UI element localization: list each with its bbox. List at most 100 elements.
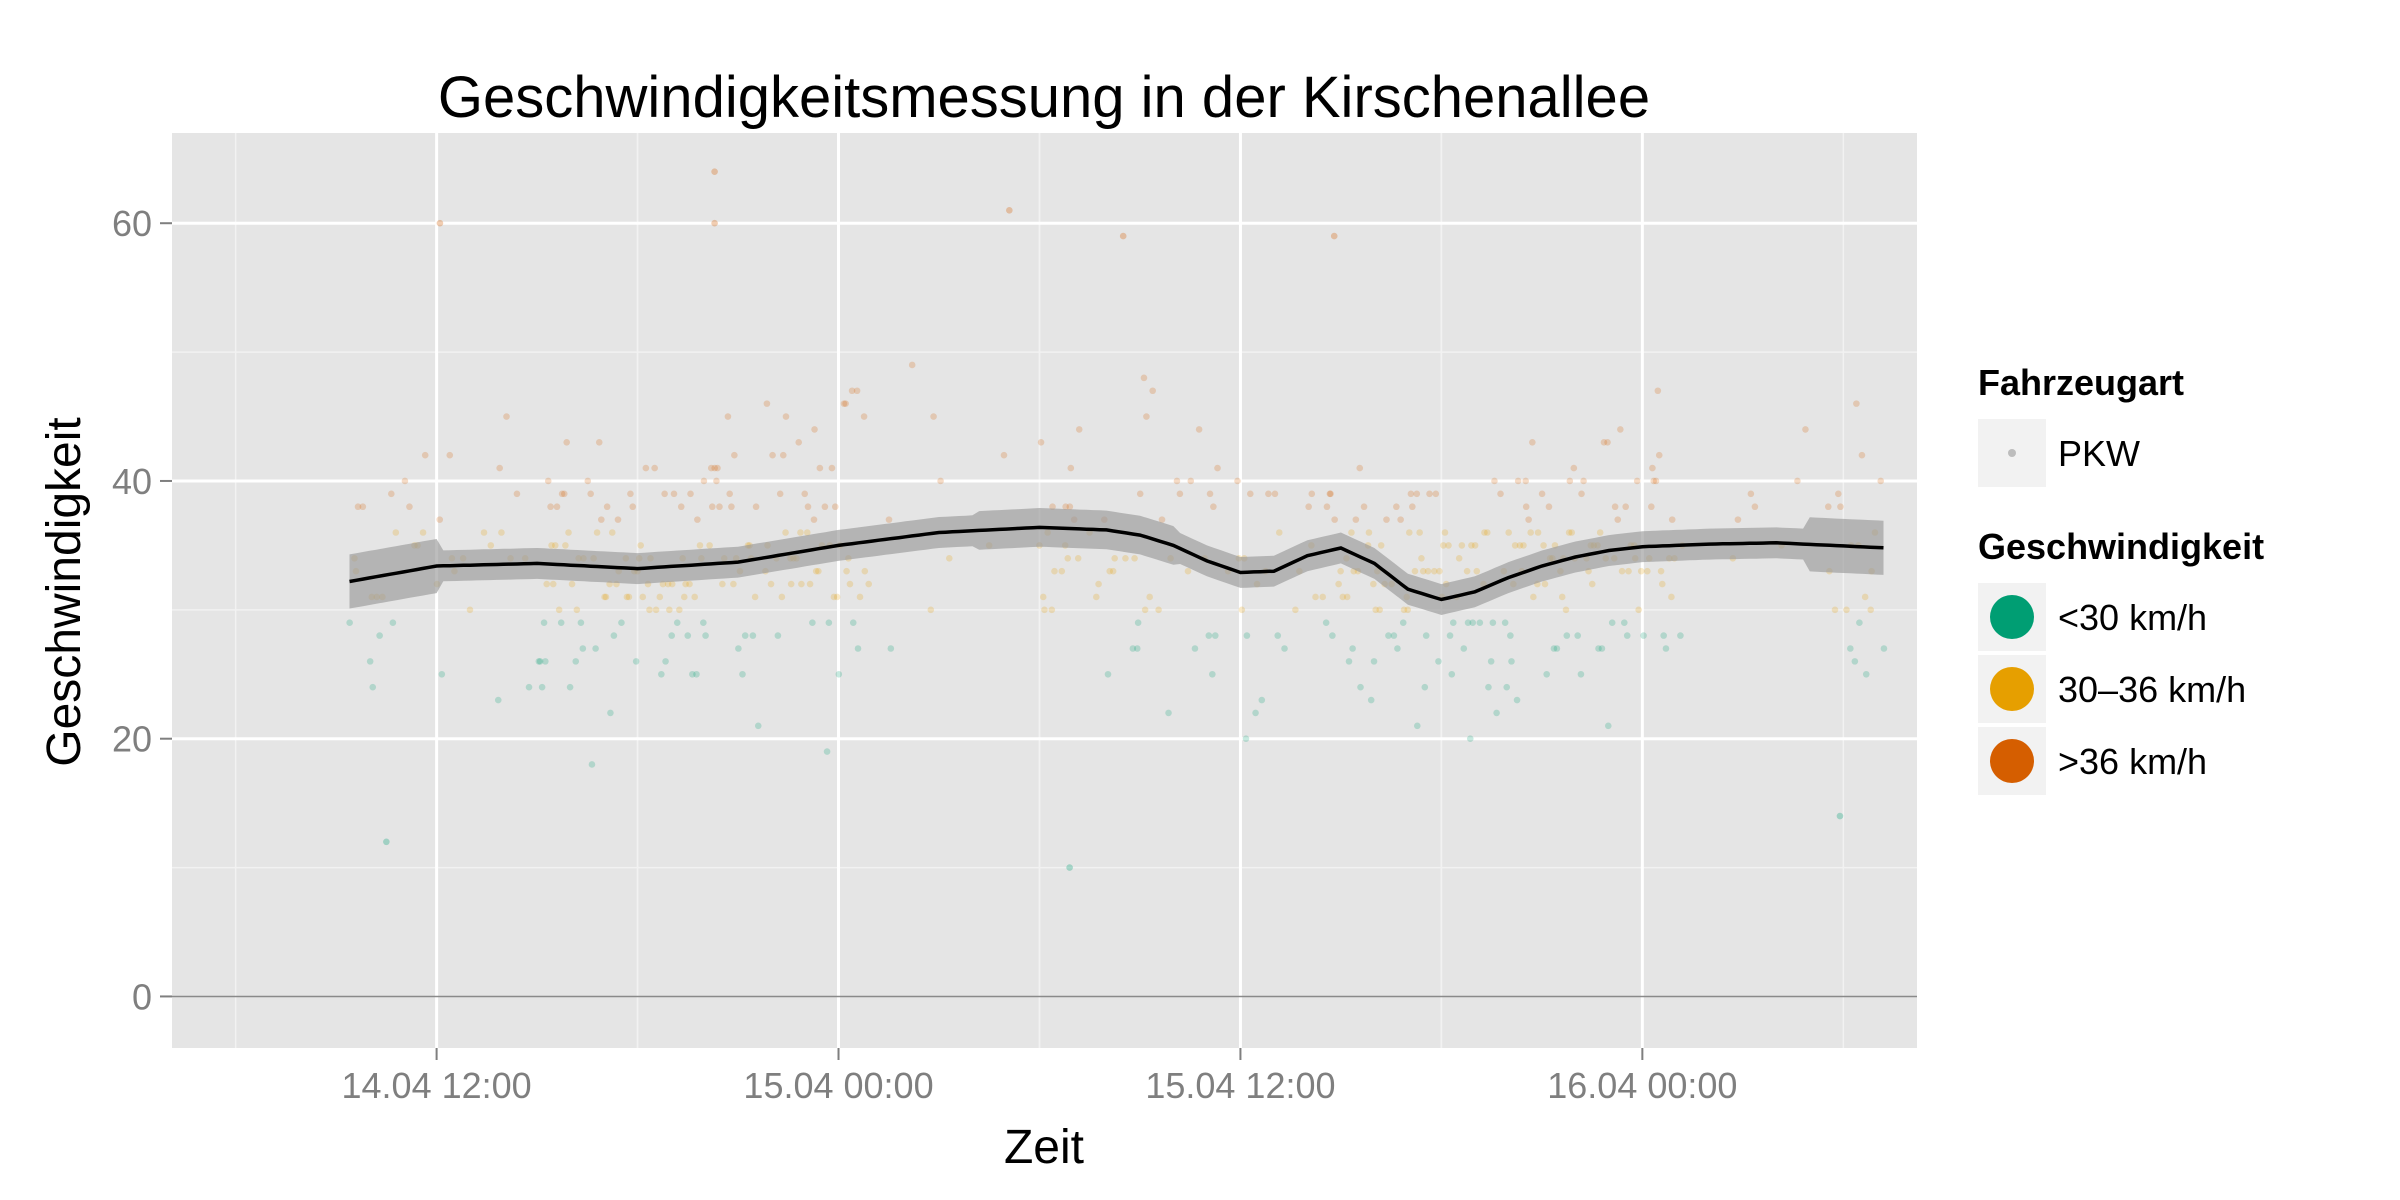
data-point: [865, 580, 873, 588]
data-point: [1191, 645, 1199, 652]
data-point: [1329, 632, 1336, 639]
data-point: [728, 503, 735, 511]
data-point: [1487, 658, 1495, 665]
chart-title: Geschwindigkeitsmessung in der Kirschena…: [438, 65, 1650, 130]
y-tick-label: 0: [132, 976, 152, 1017]
data-point: [548, 542, 555, 549]
data-point: [1356, 464, 1364, 472]
data-point: [547, 503, 554, 511]
data-point: [1617, 426, 1624, 433]
data-point: [1446, 632, 1454, 639]
data-point: [1604, 722, 1612, 730]
data-point: [1566, 477, 1574, 485]
data-point: [1476, 619, 1484, 627]
data-point: [1385, 632, 1392, 639]
data-point: [1614, 516, 1622, 523]
data-point: [835, 670, 843, 678]
data-point: [673, 619, 681, 627]
data-point: [1104, 670, 1112, 678]
data-point: [392, 529, 400, 536]
data-point: [1422, 632, 1430, 639]
data-point: [1649, 464, 1656, 472]
scatter-points: [346, 168, 1888, 871]
data-point: [686, 580, 693, 588]
data-point: [1343, 593, 1351, 601]
data-point: [1604, 438, 1611, 446]
data-point: [1580, 477, 1587, 485]
data-point: [1349, 645, 1356, 652]
data-point: [1530, 593, 1537, 601]
data-point: [1064, 554, 1072, 562]
data-point: [1441, 529, 1449, 536]
data-point: [1323, 503, 1331, 511]
data-point: [662, 658, 669, 665]
data-point: [494, 696, 502, 704]
data-point: [577, 619, 585, 627]
data-point: [1877, 477, 1885, 485]
data-point: [436, 219, 444, 227]
data-point: [1258, 696, 1266, 704]
data-point: [438, 670, 446, 678]
data-point: [776, 490, 784, 498]
data-point: [1455, 554, 1463, 562]
data-point: [749, 632, 757, 639]
data-point: [1376, 606, 1383, 614]
data-point: [1165, 709, 1172, 717]
data-point: [1404, 606, 1412, 614]
data-point: [711, 168, 718, 175]
data-point: [614, 516, 622, 523]
data-point: [1400, 606, 1408, 614]
data-point: [1074, 554, 1082, 562]
data-point: [1041, 606, 1048, 614]
data-point: [1048, 606, 1056, 614]
data-point: [1511, 542, 1519, 549]
data-point: [1668, 516, 1676, 523]
data-point: [1481, 529, 1488, 536]
data-point: [1416, 529, 1423, 536]
data-point: [707, 464, 715, 472]
data-point: [593, 529, 601, 536]
data-point: [854, 645, 862, 652]
data-point: [1377, 542, 1385, 549]
data-point: [1039, 593, 1047, 601]
data-point: [1563, 632, 1571, 639]
data-point: [670, 490, 678, 498]
data-point: [769, 451, 776, 459]
data-point: [1234, 477, 1241, 485]
data-point: [714, 464, 721, 472]
data-point: [584, 477, 592, 485]
data-point: [1660, 632, 1667, 639]
data-point: [803, 529, 811, 536]
data-point: [1867, 606, 1875, 614]
data-point: [1458, 542, 1466, 549]
data-point: [1640, 632, 1647, 639]
data-point: [1247, 490, 1254, 498]
data-point: [1370, 580, 1377, 588]
data-point: [542, 658, 549, 665]
data-point: [1243, 632, 1251, 639]
data-point: [544, 477, 552, 485]
data-point: [1505, 529, 1512, 536]
data-point: [1568, 529, 1576, 536]
data-point: [752, 503, 760, 511]
data-point: [1469, 619, 1477, 627]
legend-swatch: [2008, 449, 2016, 457]
data-point: [535, 658, 543, 665]
data-point: [1611, 503, 1619, 511]
data-point: [1503, 683, 1511, 691]
data-point: [1880, 645, 1888, 652]
data-point: [809, 619, 816, 627]
data-point: [1357, 683, 1364, 691]
data-point: [739, 670, 746, 678]
data-point: [1598, 645, 1606, 652]
data-point: [1195, 426, 1203, 433]
data-point: [346, 619, 353, 627]
x-axis-title: Zeit: [1004, 1121, 1084, 1174]
legend-title: Geschwindigkeit: [1978, 526, 2264, 567]
data-point: [1370, 658, 1378, 665]
data-point: [1862, 670, 1870, 678]
data-point: [711, 219, 718, 227]
data-point: [446, 451, 454, 459]
data-point: [1093, 593, 1100, 601]
data-point: [1133, 645, 1141, 652]
